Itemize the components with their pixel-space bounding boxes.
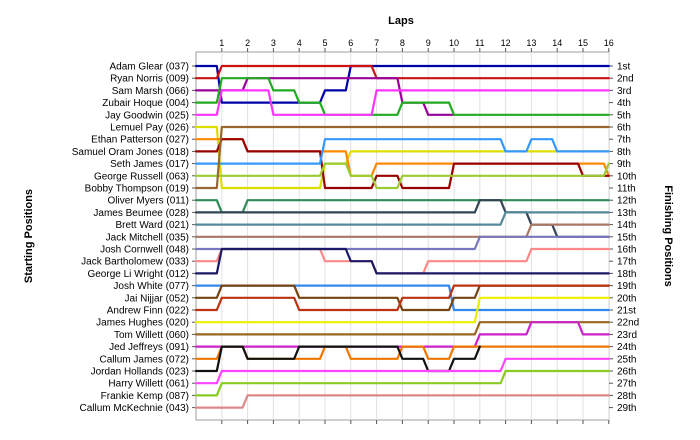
finishing-position-label: 29th xyxy=(617,403,636,414)
driver-line-14 xyxy=(194,211,610,226)
starting-position-label: Andrew Finn (022) xyxy=(107,306,189,317)
lap-tick-label: 13 xyxy=(526,38,536,48)
finishing-position-label: 26th xyxy=(617,367,636,378)
finishing-position-label: 14th xyxy=(617,220,636,231)
lap-tick-label: 16 xyxy=(604,38,614,48)
starting-position-label: Jordan Hollands (023) xyxy=(91,367,189,378)
lap-tick-labels: 1 2 3 4 5 6 7 8 9 10 11 12 13 14 15 16 xyxy=(219,38,614,48)
lap-tick-label: 7 xyxy=(374,38,379,48)
starting-position-label: Zubair Hoque (004) xyxy=(102,98,189,109)
lap-tick-label: 4 xyxy=(297,38,302,48)
driver-line-28 xyxy=(194,369,610,397)
lap-tick-label: 3 xyxy=(271,38,276,48)
starting-position-label: Seth James (017) xyxy=(110,159,189,170)
lap-tick-label: 6 xyxy=(348,38,353,48)
lap-tick-label: 15 xyxy=(578,38,588,48)
driver-line-18 xyxy=(194,247,610,275)
lap-tick-label: 1 xyxy=(219,38,224,48)
starting-position-label: Jai Nijjar (052) xyxy=(125,293,189,304)
finishing-position-label: 17th xyxy=(617,257,636,268)
finishing-position-label: 23rd xyxy=(617,330,637,341)
starting-position-label: Frankie Kemp (087) xyxy=(101,391,189,402)
finishing-position-label: 9th xyxy=(617,159,631,170)
starting-position-label: Samuel Oram Jones (018) xyxy=(72,147,189,158)
driver-line-24 xyxy=(194,321,610,348)
lap-tick-label: 8 xyxy=(400,38,405,48)
driver-line-29 xyxy=(194,394,610,409)
finishing-position-label: 2nd xyxy=(617,74,634,85)
starting-position-labels: Adam Glear (037)Ryan Norris (009)Sam Mar… xyxy=(72,62,189,415)
finishing-position-label: 4th xyxy=(617,98,631,109)
lap-tick-label: 11 xyxy=(475,38,484,48)
finishing-position-label: 8th xyxy=(617,147,631,158)
lap-tick-label: 14 xyxy=(552,38,562,48)
driver-line-4 xyxy=(194,77,610,116)
x-axis-title: Laps xyxy=(388,15,414,27)
starting-position-label: Brett Ward (021) xyxy=(115,220,189,231)
finishing-position-label: 7th xyxy=(617,135,631,146)
lap-tick-label: 2 xyxy=(245,38,250,48)
starting-position-label: Oliver Myers (011) xyxy=(108,196,190,207)
starting-position-label: Bobby Thompson (019) xyxy=(85,184,189,195)
right-axis-title: Finishing Positions xyxy=(662,185,674,286)
driver-line-10 xyxy=(194,162,610,190)
starting-position-label: Harry Willett (061) xyxy=(108,379,189,390)
driver-line-27 xyxy=(194,357,610,385)
finishing-position-label: 3rd xyxy=(617,86,631,97)
starting-position-label: James Hughes (020) xyxy=(96,318,189,329)
starting-position-label: Jed Jeffreys (091) xyxy=(109,342,189,353)
driver-line-22 xyxy=(194,296,610,324)
driver-line-21 xyxy=(194,284,610,312)
starting-position-label: Callum James (072) xyxy=(100,354,189,365)
starting-position-label: Ethan Patterson (027) xyxy=(91,135,189,146)
starting-position-label: Sam Marsh (066) xyxy=(112,86,189,97)
starting-position-label: Jack Mitchell (035) xyxy=(106,232,189,243)
finishing-position-label: 10th xyxy=(617,171,636,182)
finishing-position-label: 24th xyxy=(617,342,636,353)
finishing-position-label: 22nd xyxy=(617,318,639,329)
finishing-position-label: 13th xyxy=(617,208,636,219)
finishing-position-label: 27th xyxy=(617,379,636,390)
starting-position-label: Jay Goodwin (025) xyxy=(105,110,189,121)
lap-tick-label: 5 xyxy=(322,38,327,48)
starting-position-label: Callum McKechnie (043) xyxy=(80,403,190,414)
starting-position-label: Tom Willett (060) xyxy=(114,330,189,341)
starting-position-label: Josh Cornwell (048) xyxy=(100,245,189,256)
finishing-position-label: 25th xyxy=(617,354,636,365)
finishing-position-label: 16th xyxy=(617,245,636,256)
driver-line-5 xyxy=(194,89,610,116)
starting-position-label: Ryan Norris (009) xyxy=(110,74,189,85)
starting-position-label: Lemuel Pay (026) xyxy=(110,123,189,134)
finishing-position-label: 6th xyxy=(617,123,631,134)
starting-position-label: George Russell (063) xyxy=(94,171,189,182)
finishing-position-label: 19th xyxy=(617,281,636,292)
starting-position-label: George Li Wright (012) xyxy=(87,269,189,280)
finishing-position-label: 28th xyxy=(617,391,636,402)
finishing-position-label: 12th xyxy=(617,196,636,207)
finishing-position-label: 1st xyxy=(617,62,631,73)
lap-tick-label: 12 xyxy=(501,38,511,48)
starting-position-label: Adam Glear (037) xyxy=(110,62,189,73)
finishing-position-label: 20th xyxy=(617,293,636,304)
driver-line-9 xyxy=(194,138,610,165)
finishing-position-label: 18th xyxy=(617,269,636,280)
left-axis-title: Starting Positions xyxy=(23,189,35,283)
driver-lines xyxy=(194,64,610,409)
starting-position-label: Jack Bartholomew (033) xyxy=(81,257,189,268)
driver-line-11 xyxy=(194,125,610,190)
lap-tick-label: 9 xyxy=(426,38,431,48)
starting-position-label: Josh White (077) xyxy=(113,281,189,292)
finishing-position-label: 11th xyxy=(617,184,636,195)
finishing-position-label: 21st xyxy=(617,306,636,317)
driver-line-8 xyxy=(194,138,610,190)
starting-position-label: James Beumee (028) xyxy=(93,208,189,219)
finishing-position-label: 15th xyxy=(617,232,636,243)
finishing-position-labels: 1st2nd3rd4th5th6th7th8th9th10th11th12th1… xyxy=(617,62,639,415)
lap-tick-label: 10 xyxy=(449,38,459,48)
driver-line-15 xyxy=(194,223,610,238)
finishing-position-label: 5th xyxy=(617,110,631,121)
